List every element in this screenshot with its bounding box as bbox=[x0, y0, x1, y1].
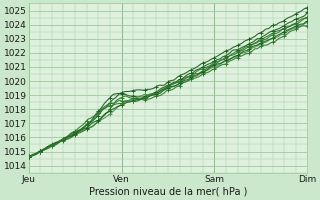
X-axis label: Pression niveau de la mer( hPa ): Pression niveau de la mer( hPa ) bbox=[89, 187, 247, 197]
